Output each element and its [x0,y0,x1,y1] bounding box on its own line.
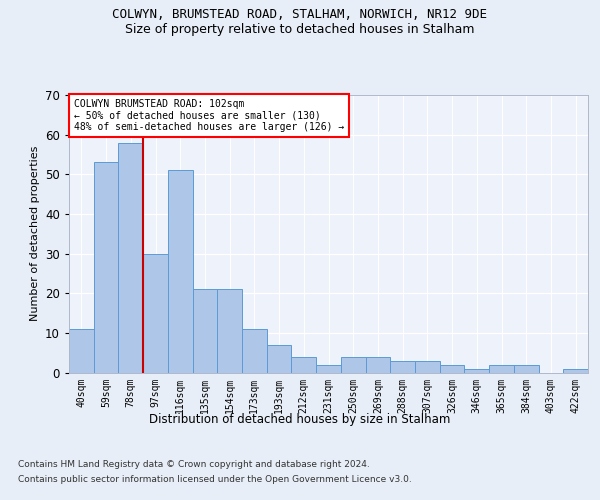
Bar [118,142,143,372]
Bar [390,360,415,372]
Bar [267,345,292,372]
Bar [440,364,464,372]
Bar [341,356,365,372]
Bar [563,368,588,372]
Text: COLWYN, BRUMSTEAD ROAD, STALHAM, NORWICH, NR12 9DE: COLWYN, BRUMSTEAD ROAD, STALHAM, NORWICH… [113,8,487,20]
Y-axis label: Number of detached properties: Number of detached properties [29,146,40,322]
Text: Distribution of detached houses by size in Stalham: Distribution of detached houses by size … [149,412,451,426]
Text: Contains public sector information licensed under the Open Government Licence v3: Contains public sector information licen… [18,475,412,484]
Bar [94,162,118,372]
Bar [415,360,440,372]
Bar [69,329,94,372]
Bar [217,289,242,372]
Bar [292,356,316,372]
Text: Size of property relative to detached houses in Stalham: Size of property relative to detached ho… [125,22,475,36]
Bar [193,289,217,372]
Bar [143,254,168,372]
Bar [242,329,267,372]
Text: COLWYN BRUMSTEAD ROAD: 102sqm
← 50% of detached houses are smaller (130)
48% of : COLWYN BRUMSTEAD ROAD: 102sqm ← 50% of d… [74,99,344,132]
Text: Contains HM Land Registry data © Crown copyright and database right 2024.: Contains HM Land Registry data © Crown c… [18,460,370,469]
Bar [514,364,539,372]
Bar [489,364,514,372]
Bar [168,170,193,372]
Bar [365,356,390,372]
Bar [464,368,489,372]
Bar [316,364,341,372]
